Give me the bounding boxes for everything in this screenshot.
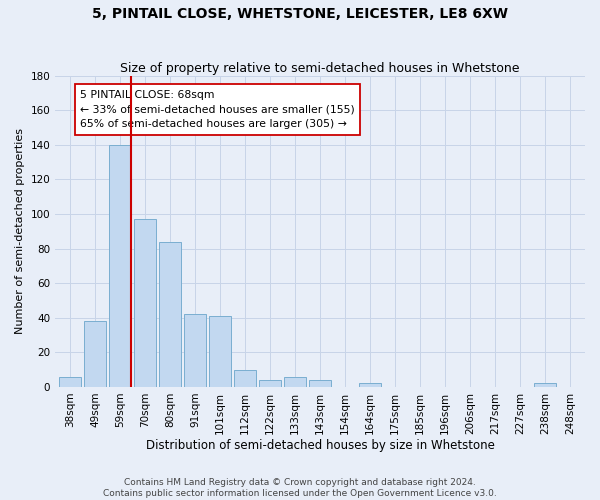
X-axis label: Distribution of semi-detached houses by size in Whetstone: Distribution of semi-detached houses by … bbox=[146, 440, 494, 452]
Bar bbox=[259, 380, 281, 387]
Bar bbox=[234, 370, 256, 387]
Bar bbox=[134, 219, 157, 387]
Bar bbox=[309, 380, 331, 387]
Text: Contains HM Land Registry data © Crown copyright and database right 2024.
Contai: Contains HM Land Registry data © Crown c… bbox=[103, 478, 497, 498]
Bar bbox=[284, 376, 307, 387]
Text: 5 PINTAIL CLOSE: 68sqm
← 33% of semi-detached houses are smaller (155)
65% of se: 5 PINTAIL CLOSE: 68sqm ← 33% of semi-det… bbox=[80, 90, 355, 129]
Title: Size of property relative to semi-detached houses in Whetstone: Size of property relative to semi-detach… bbox=[121, 62, 520, 74]
Bar bbox=[59, 376, 82, 387]
Bar bbox=[209, 316, 232, 387]
Bar bbox=[359, 384, 382, 387]
Bar bbox=[159, 242, 181, 387]
Y-axis label: Number of semi-detached properties: Number of semi-detached properties bbox=[15, 128, 25, 334]
Text: 5, PINTAIL CLOSE, WHETSTONE, LEICESTER, LE8 6XW: 5, PINTAIL CLOSE, WHETSTONE, LEICESTER, … bbox=[92, 8, 508, 22]
Bar bbox=[109, 145, 131, 387]
Bar bbox=[84, 321, 106, 387]
Bar bbox=[534, 384, 556, 387]
Bar bbox=[184, 314, 206, 387]
